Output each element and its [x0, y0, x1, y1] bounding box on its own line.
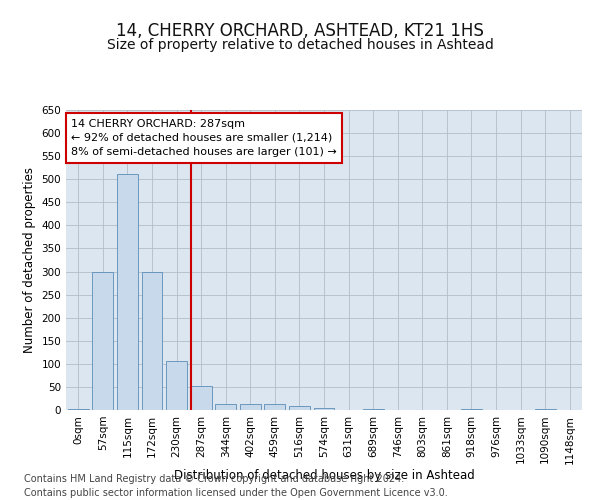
X-axis label: Distribution of detached houses by size in Ashtead: Distribution of detached houses by size …: [173, 469, 475, 482]
Y-axis label: Number of detached properties: Number of detached properties: [23, 167, 36, 353]
Bar: [68, 409, 89, 410]
Bar: [240, 404, 261, 410]
Text: 14, CHERRY ORCHARD, ASHTEAD, KT21 1HS: 14, CHERRY ORCHARD, ASHTEAD, KT21 1HS: [116, 22, 484, 40]
Bar: [265, 404, 286, 410]
Bar: [142, 272, 163, 410]
Bar: [215, 404, 236, 410]
Bar: [314, 408, 334, 410]
Bar: [117, 174, 138, 410]
Bar: [535, 408, 556, 410]
Bar: [166, 360, 187, 410]
Bar: [191, 386, 212, 410]
Bar: [289, 406, 310, 410]
Text: 14 CHERRY ORCHARD: 287sqm
← 92% of detached houses are smaller (1,214)
8% of sem: 14 CHERRY ORCHARD: 287sqm ← 92% of detac…: [71, 119, 337, 157]
Text: Size of property relative to detached houses in Ashtead: Size of property relative to detached ho…: [107, 38, 493, 52]
Bar: [92, 272, 113, 410]
Bar: [362, 408, 383, 410]
Bar: [461, 408, 482, 410]
Text: Contains HM Land Registry data © Crown copyright and database right 2024.
Contai: Contains HM Land Registry data © Crown c…: [24, 474, 448, 498]
